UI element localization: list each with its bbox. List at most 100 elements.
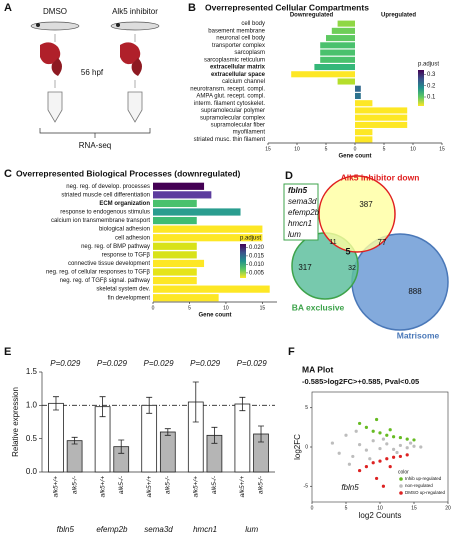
category-label: hmcn1 [193,525,217,534]
organ-icon [40,42,142,76]
x-tick-label: 15 [265,146,271,152]
y-tick-label: -5 [304,484,309,490]
bar [355,129,373,136]
colorbar [240,244,246,278]
chart-title: MA Plot [302,364,333,374]
panel-label: E [4,346,11,358]
colorbar-tick-label: 0.015 [249,253,265,259]
point [412,438,416,442]
point [385,457,389,461]
category-label: calcium ion transmembrane transport [51,218,150,224]
bar [331,27,355,34]
category-label: supramolecular complex [200,115,265,121]
legend-title: color [398,469,409,475]
region-count: 32 [348,265,356,272]
point [375,417,379,422]
colorbar-tick-label: 0.3 [427,72,436,78]
bar [66,440,83,473]
x-tick-label: 0 [311,505,314,511]
colorbar-tick-label: 0.010 [249,262,265,268]
category-label: neg. reg. of TGFβ signal. pathway [60,278,150,284]
colorbar-title: p.adjust [240,236,261,242]
category-label: striated musc. thin filament [194,137,266,143]
category-label: AMPA glut. recept. compl. [196,94,265,100]
bar [355,121,408,128]
bar [355,114,408,121]
point [378,431,382,435]
error-bar [239,396,246,412]
bar [326,35,355,42]
category-label: lum [245,525,258,534]
x-axis-title: Gene count [338,154,371,160]
bar [153,294,219,302]
category-label: cell adhesion [115,235,150,241]
category-label: fin development [108,295,151,301]
bar [159,431,176,473]
bar [153,259,205,268]
bar [337,78,355,85]
y-axis-title: log2FC [293,434,302,460]
side-label: Downregulated [290,13,334,19]
group-label: alk5-/- [71,475,78,494]
point [395,450,399,455]
gene: lum [288,230,301,239]
point [412,444,416,448]
x-tick-label: 15 [439,146,445,152]
point [358,421,362,426]
point [330,441,334,445]
group-label: alk5-/- [118,475,125,494]
set-label: BA exclusive [292,302,345,312]
x-axis-title: Gene count [198,313,231,319]
annotation: fbln5 [341,483,359,492]
x-tick-label: 0 [152,305,155,311]
group-label: alk5-/- [211,475,218,494]
x-tick-label: 5 [188,305,191,311]
point [375,476,379,481]
y-tick-label: 1.0 [26,400,38,409]
panel-label: D [285,170,293,182]
point [405,453,409,457]
gene: sema3d [288,197,317,206]
region-count: 888 [408,287,422,296]
bar [355,107,408,114]
panel-label: C [4,168,12,180]
point [371,439,375,443]
point [378,459,382,463]
panel-label: F [288,346,295,358]
timepoint: 56 hpf [81,68,104,77]
point [385,442,389,446]
venn-circle [318,175,396,253]
x-tick-label: 10 [294,146,300,152]
side-label: Upregulated [381,13,416,19]
point [385,433,389,437]
bar [355,85,361,92]
x-tick-label: 0 [354,146,357,152]
x-axis-title: log2 Counts [359,511,402,520]
bar [355,92,361,100]
region-count: 77 [378,238,387,247]
category-label: neuronal cell body [216,36,265,42]
bar [153,242,197,250]
bar [337,20,355,27]
category-label: fbln5 [57,525,75,534]
point [398,435,402,440]
group-label: alk5+/+ [146,476,153,498]
colorbar-title: p.adjust [418,62,439,68]
group-label: alk5-/- [165,475,172,494]
group-label: DMSO [43,7,67,16]
gene: hmcn1 [288,219,312,228]
gene: fbln5 [288,186,308,195]
category-label: neg. reg. of BMP pathway [81,244,150,250]
point [378,446,382,451]
method: RNA-seq [79,141,111,150]
p-value: P=0.029 [237,359,268,368]
category-label: myofilament [233,130,266,136]
x-tick-label: 15 [411,505,417,511]
bar [153,285,270,293]
category-label: interm. filament cytoskelet. [194,101,265,107]
legend-swatch [399,491,403,495]
point [392,455,396,459]
category-label: cell body [241,21,265,27]
point [368,457,372,461]
point [381,437,385,441]
